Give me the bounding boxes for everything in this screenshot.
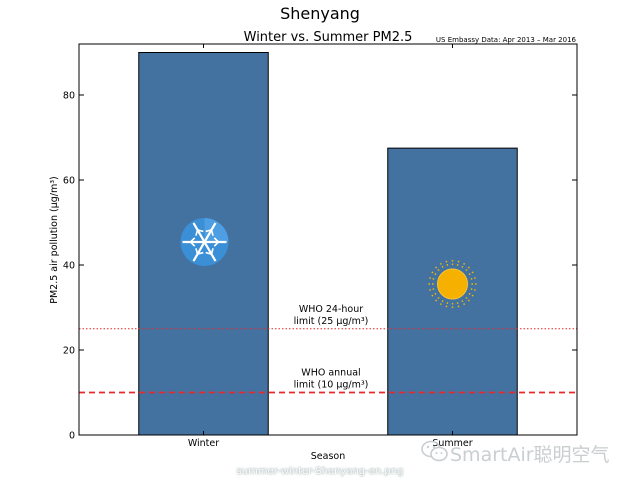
sun-ray — [468, 270, 475, 276]
snowflake-branch — [195, 248, 199, 255]
sun-ray — [434, 296, 440, 303]
sun-ray — [470, 276, 477, 280]
sun-ray — [430, 270, 437, 276]
snowflake-arm — [192, 222, 217, 262]
y-tick-label: 40 — [63, 261, 75, 272]
y-tick-label: 0 — [69, 431, 75, 442]
sun-ray — [445, 302, 449, 309]
sun-ray — [428, 276, 435, 280]
snowflake-branch — [205, 251, 212, 255]
sun-ray — [461, 261, 466, 268]
ref-label-line1: WHO annual — [301, 368, 360, 379]
sun-ray — [468, 292, 475, 298]
wechat-icon — [421, 440, 448, 462]
sun-ray — [465, 296, 471, 303]
plot-frame — [78, 43, 578, 436]
y-tick-label: 20 — [63, 346, 75, 357]
sun-ray — [430, 292, 437, 298]
chart-title: Shenyang — [280, 4, 360, 23]
sun-ray — [456, 259, 460, 266]
snowflake-branch — [197, 229, 204, 233]
ref-label-line1: WHO 24-hour — [299, 304, 363, 315]
chart-subtitle: Winter vs. Summer PM2.5 — [244, 30, 413, 45]
sun-ray — [465, 265, 471, 272]
x-tick-label: Winter — [188, 438, 219, 449]
sun-rim — [437, 268, 468, 300]
sun-disc — [437, 269, 468, 299]
footer-caption: summer-winter-Shenyang-en.png — [236, 466, 404, 477]
sun-ray — [439, 261, 444, 268]
sun-ray — [434, 265, 440, 272]
x-axis-label: Season — [311, 451, 345, 462]
x-tick-label: Summer — [432, 438, 472, 449]
watermark-text: SmartAir聪明空气 — [450, 444, 610, 466]
snowflake-branch — [210, 229, 214, 236]
y-tick-label: 80 — [63, 91, 75, 102]
ref-label-line2: limit (10 μg/m³) — [294, 380, 369, 391]
watermark: SmartAir聪明空气 — [420, 436, 635, 466]
sun-ray — [461, 300, 466, 307]
sun-icon — [427, 259, 478, 309]
sun-ray — [470, 288, 477, 292]
sun-ray — [445, 259, 449, 266]
y-axis-label: PM2.5 air pollution (μg/m³) — [49, 176, 60, 304]
sun-ray — [428, 288, 435, 292]
sun-ray — [456, 302, 460, 309]
snowflake-branch — [213, 241, 220, 247]
snowflake-branch — [205, 229, 212, 233]
snowflake-branch — [189, 237, 196, 243]
snowflake-branch — [213, 237, 220, 243]
y-tick-label: 60 — [63, 176, 75, 187]
snowflake-highlight — [204, 218, 229, 242]
source-note: US Embassy Data: Apr 2013 – Mar 2016 — [436, 36, 577, 44]
ref-label-line2: limit (25 μg/m³) — [294, 316, 369, 327]
snowflake-branch — [197, 251, 204, 255]
snowflake-branch — [189, 241, 196, 247]
snowflake-branch — [195, 229, 199, 236]
snowflake-icon — [180, 218, 229, 266]
sun-ray — [439, 300, 444, 307]
snowflake-branch — [210, 248, 214, 255]
